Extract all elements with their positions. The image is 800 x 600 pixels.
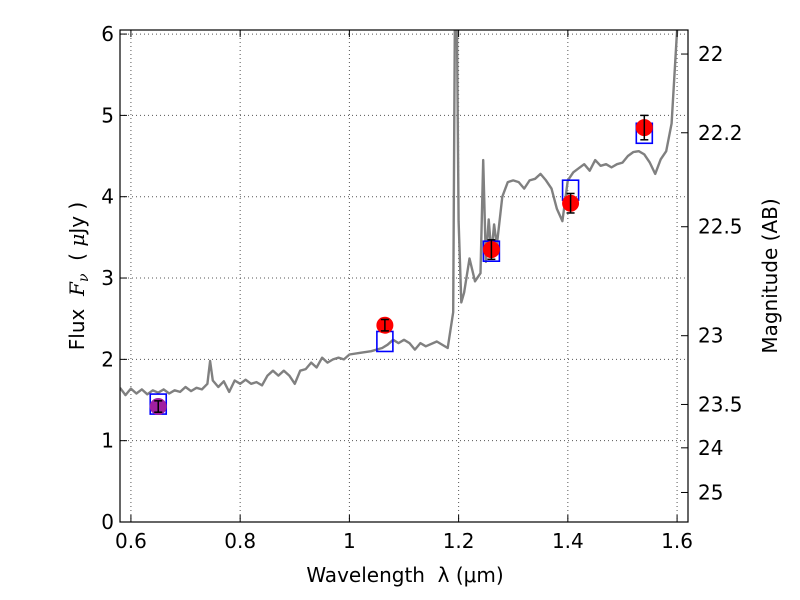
x-tick-label: 0.8 bbox=[224, 529, 256, 553]
ticks: 0.6 0.8 1 1.2 1.4 1.601234562222.222.52323.52… bbox=[101, 22, 742, 553]
y2-axis-title: Magnitude (AB) bbox=[758, 198, 782, 353]
y2-tick-label: 25 bbox=[698, 480, 723, 504]
spectrum-line bbox=[120, 30, 679, 397]
x-tick-label: 1 bbox=[343, 529, 356, 553]
spectrum-layer bbox=[120, 30, 679, 397]
y-axis-title: Flux Fν ( μJy ) bbox=[65, 202, 92, 350]
grid bbox=[120, 30, 688, 523]
y2-tick-label: 23.5 bbox=[698, 392, 743, 416]
y-tick-label: 0 bbox=[101, 510, 114, 534]
x-tick-label: 1.2 bbox=[443, 529, 475, 553]
y2-tick-label: 22.5 bbox=[698, 215, 743, 239]
y-tick-label: 1 bbox=[101, 429, 114, 453]
plot-frame bbox=[119, 29, 689, 523]
x-tick-label: 1.6 bbox=[661, 529, 693, 553]
photometry-layer bbox=[149, 114, 654, 416]
y2-tick-label: 23 bbox=[698, 324, 723, 348]
x-tick-label: 0.6 bbox=[115, 529, 147, 553]
y2-tick-label: 22 bbox=[698, 42, 723, 66]
y-tick-label: 6 bbox=[101, 22, 114, 46]
y2-tick-label: 22.2 bbox=[698, 121, 743, 145]
x-axis-title: Wavelength λ (μm) bbox=[306, 563, 503, 587]
y-tick-label: 2 bbox=[101, 347, 114, 371]
y-tick-label: 5 bbox=[101, 103, 114, 127]
y2-tick-label: 24 bbox=[698, 436, 723, 460]
y-tick-label: 3 bbox=[101, 266, 114, 290]
y-tick-label: 4 bbox=[101, 185, 114, 209]
x-tick-label: 1.4 bbox=[552, 529, 584, 553]
